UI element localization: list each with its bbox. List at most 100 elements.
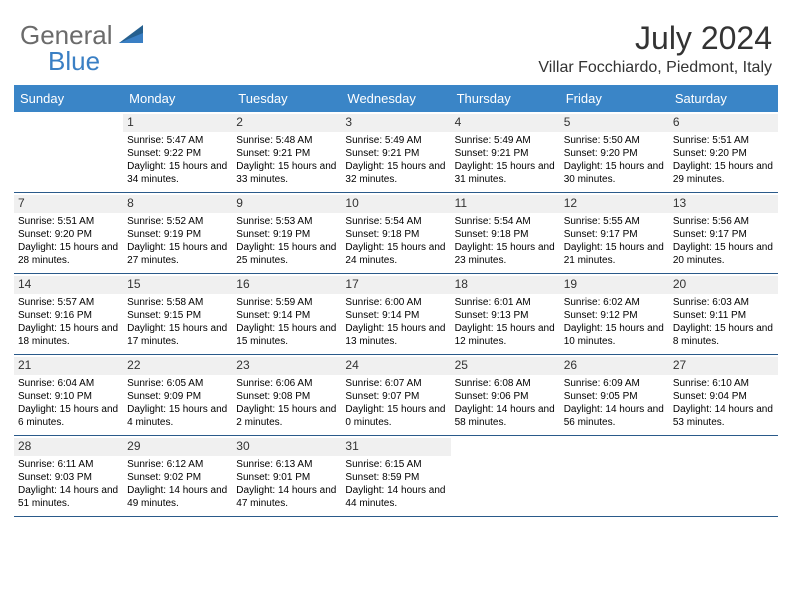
daylight-text: Daylight: 15 hours and 23 minutes. [455, 241, 556, 267]
sunrise-text: Sunrise: 6:10 AM [673, 377, 774, 390]
logo: General Blue [20, 20, 147, 51]
day-header-sunday: Sunday [14, 85, 123, 112]
day-cell: 6 Sunrise: 5:51 AMSunset: 9:20 PMDaylight… [669, 112, 778, 192]
day-header-friday: Friday [560, 85, 669, 112]
day-number: 18 [451, 276, 560, 294]
day-cell: 3Sunrise: 5:49 AMSunset: 9:21 PMDaylight… [341, 112, 450, 192]
sunset-text: Sunset: 9:14 PM [236, 309, 337, 322]
day-number: 19 [560, 276, 669, 294]
daylight-text: Daylight: 15 hours and 27 minutes. [127, 241, 228, 267]
sunset-text: Sunset: 9:19 PM [127, 228, 228, 241]
day-cell: 28Sunrise: 6:11 AMSunset: 9:03 PMDayligh… [14, 436, 123, 516]
day-cell: 29Sunrise: 6:12 AMSunset: 9:02 PMDayligh… [123, 436, 232, 516]
sunrise-text: Sunrise: 5:53 AM [236, 215, 337, 228]
day-cell: 14Sunrise: 5:57 AMSunset: 9:16 PMDayligh… [14, 274, 123, 354]
day-cell: 26Sunrise: 6:09 AMSunset: 9:05 PMDayligh… [560, 355, 669, 435]
day-number: 11 [451, 195, 560, 213]
day-number: 22 [123, 357, 232, 375]
day-cell: 8Sunrise: 5:52 AMSunset: 9:19 PMDaylight… [123, 193, 232, 273]
day-number: 23 [232, 357, 341, 375]
day-number: 4 [451, 114, 560, 132]
sunset-text: Sunset: 9:08 PM [236, 390, 337, 403]
daylight-text: Daylight: 15 hours and 4 minutes. [127, 403, 228, 429]
month-title: July 2024 [538, 20, 772, 57]
daylight-text: Daylight: 15 hours and 15 minutes. [236, 322, 337, 348]
sunrise-text: Sunrise: 6:02 AM [564, 296, 665, 309]
sunrise-text: Sunrise: 6:07 AM [345, 377, 446, 390]
daylight-text: Daylight: 14 hours and 58 minutes. [455, 403, 556, 429]
day-cell: 19 Sunrise: 6:02 AMSunset: 9:12 PMDayligh… [560, 274, 669, 354]
sunset-text: Sunset: 9:15 PM [127, 309, 228, 322]
daylight-text: Daylight: 15 hours and 0 minutes. [345, 403, 446, 429]
daylight-text: Daylight: 15 hours and 31 minutes. [455, 160, 556, 186]
day-cell: 31 Sunrise: 6:15 AMSunset: 8:59 PMDayligh… [341, 436, 450, 516]
day-info: Sunrise: 6:15 AMSunset: 8:59 PMDaylight:… [345, 458, 446, 510]
day-info: Sunrise: 6:08 AMSunset: 9:06 PMDaylight:… [455, 377, 556, 429]
sunset-text: Sunset: 9:13 PM [455, 309, 556, 322]
day-cell: 12Sunrise: 5:55 AMSunset: 9:17 PMDayligh… [560, 193, 669, 273]
sunset-text: Sunset: 9:02 PM [127, 471, 228, 484]
sunset-text: Sunset: 9:07 PM [345, 390, 446, 403]
daylight-text: Daylight: 14 hours and 56 minutes. [564, 403, 665, 429]
day-info: Sunrise: 6:10 AMSunset: 9:04 PMDaylight:… [673, 377, 774, 429]
daylight-text: Daylight: 14 hours and 51 minutes. [18, 484, 119, 510]
day-number: 5 [560, 114, 669, 132]
location-text: Villar Focchiardo, Piedmont, Italy [538, 59, 772, 77]
daylight-text: Daylight: 14 hours and 49 minutes. [127, 484, 228, 510]
day-cell [14, 112, 123, 192]
sunrise-text: Sunrise: 5:57 AM [18, 296, 119, 309]
week-row: 1Sunrise: 5:47 AMSunset: 9:22 PMDaylight… [14, 112, 778, 193]
day-header-saturday: Saturday [669, 85, 778, 112]
sunrise-text: Sunrise: 6:09 AM [564, 377, 665, 390]
day-number: 1 [123, 114, 232, 132]
daylight-text: Daylight: 15 hours and 13 minutes. [345, 322, 446, 348]
day-info: Sunrise: 5:51 AMSunset: 9:20 PMDaylight:… [673, 134, 774, 186]
day-header-wednesday: Wednesday [341, 85, 450, 112]
daylight-text: Daylight: 15 hours and 25 minutes. [236, 241, 337, 267]
day-number: 6 [669, 114, 778, 132]
day-cell: 17Sunrise: 6:00 AMSunset: 9:14 PMDayligh… [341, 274, 450, 354]
sunset-text: Sunset: 9:18 PM [345, 228, 446, 241]
sunset-text: Sunset: 8:59 PM [345, 471, 446, 484]
week-row: 7Sunrise: 5:51 AMSunset: 9:20 PMDaylight… [14, 193, 778, 274]
day-info: Sunrise: 5:58 AMSunset: 9:15 PMDaylight:… [127, 296, 228, 348]
day-info: Sunrise: 5:59 AMSunset: 9:14 PMDaylight:… [236, 296, 337, 348]
daylight-text: Daylight: 15 hours and 6 minutes. [18, 403, 119, 429]
day-number: 25 [451, 357, 560, 375]
sunrise-text: Sunrise: 5:51 AM [673, 134, 774, 147]
sunset-text: Sunset: 9:22 PM [127, 147, 228, 160]
week-row: 28Sunrise: 6:11 AMSunset: 9:03 PMDayligh… [14, 436, 778, 517]
day-info: Sunrise: 6:02 AMSunset: 9:12 PMDaylight:… [564, 296, 665, 348]
day-info: Sunrise: 5:56 AMSunset: 9:17 PMDaylight:… [673, 215, 774, 267]
sunset-text: Sunset: 9:01 PM [236, 471, 337, 484]
daylight-text: Daylight: 15 hours and 18 minutes. [18, 322, 119, 348]
day-number: 12 [560, 195, 669, 213]
day-cell: 11Sunrise: 5:54 AMSunset: 9:18 PMDayligh… [451, 193, 560, 273]
day-number: 28 [14, 438, 123, 456]
day-header-tuesday: Tuesday [232, 85, 341, 112]
page-header: General Blue July 2024 Villar Focchiardo… [0, 0, 792, 85]
daylight-text: Daylight: 14 hours and 53 minutes. [673, 403, 774, 429]
day-cell: 4Sunrise: 5:49 AMSunset: 9:21 PMDaylight… [451, 112, 560, 192]
daylight-text: Daylight: 15 hours and 28 minutes. [18, 241, 119, 267]
sunset-text: Sunset: 9:20 PM [564, 147, 665, 160]
sunrise-text: Sunrise: 6:13 AM [236, 458, 337, 471]
sunset-text: Sunset: 9:21 PM [455, 147, 556, 160]
day-cell [451, 436, 560, 516]
sunset-text: Sunset: 9:18 PM [455, 228, 556, 241]
daylight-text: Daylight: 15 hours and 33 minutes. [236, 160, 337, 186]
daylight-text: Daylight: 15 hours and 12 minutes. [455, 322, 556, 348]
calendar: SundayMondayTuesdayWednesdayThursdayFrid… [14, 85, 778, 517]
day-info: Sunrise: 6:03 AMSunset: 9:11 PMDaylight:… [673, 296, 774, 348]
day-cell: 7Sunrise: 5:51 AMSunset: 9:20 PMDaylight… [14, 193, 123, 273]
sunrise-text: Sunrise: 6:11 AM [18, 458, 119, 471]
day-cell: 21Sunrise: 6:04 AMSunset: 9:10 PMDayligh… [14, 355, 123, 435]
daylight-text: Daylight: 15 hours and 32 minutes. [345, 160, 446, 186]
logo-triangle-icon [119, 23, 143, 48]
day-info: Sunrise: 5:48 AMSunset: 9:21 PMDaylight:… [236, 134, 337, 186]
day-number: 3 [341, 114, 450, 132]
daylight-text: Daylight: 15 hours and 24 minutes. [345, 241, 446, 267]
day-info: Sunrise: 6:07 AMSunset: 9:07 PMDaylight:… [345, 377, 446, 429]
day-number: 31 [341, 438, 450, 456]
sunrise-text: Sunrise: 6:05 AM [127, 377, 228, 390]
